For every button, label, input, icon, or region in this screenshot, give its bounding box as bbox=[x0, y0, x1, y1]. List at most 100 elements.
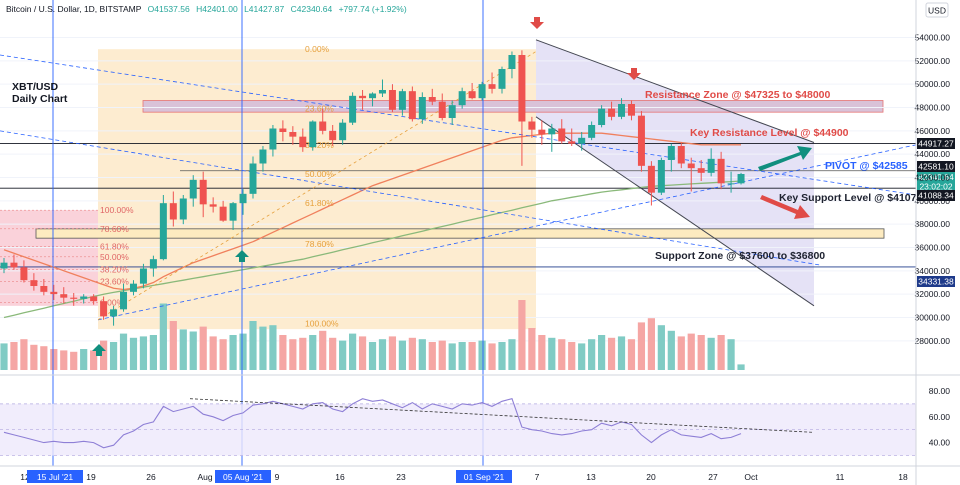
chart-label-line2: Daily Chart bbox=[12, 93, 68, 105]
up-arrow-icon bbox=[92, 344, 106, 356]
candle-body bbox=[229, 203, 237, 221]
candle-body bbox=[568, 141, 576, 144]
candle-body bbox=[349, 95, 357, 123]
candle-body bbox=[249, 163, 257, 194]
volume-bar bbox=[408, 337, 416, 370]
down-arrow-icon bbox=[530, 17, 544, 29]
candle-body bbox=[20, 267, 28, 281]
fib-right-label: 78.60% bbox=[305, 239, 334, 249]
volume-bar bbox=[518, 300, 526, 370]
y-tick-label: 40000.00 bbox=[915, 196, 951, 206]
change-value: +797.74 (+1.92%) bbox=[339, 4, 407, 14]
candle-countdown: 23:02:02 bbox=[919, 182, 952, 192]
volume-bar bbox=[309, 335, 317, 370]
candle-body bbox=[448, 105, 456, 118]
x-tick-label: 11 bbox=[836, 472, 845, 482]
svg-text:34331.38: 34331.38 bbox=[918, 277, 954, 287]
candle-body bbox=[10, 262, 18, 268]
y-tick-label: 54000.00 bbox=[915, 33, 951, 43]
volume-bar bbox=[100, 340, 108, 370]
candle-body bbox=[70, 297, 78, 299]
candle-body bbox=[90, 296, 98, 302]
volume-bar bbox=[80, 349, 88, 370]
volume-bar bbox=[568, 342, 576, 370]
volume-bar bbox=[50, 349, 58, 370]
volume-bar bbox=[239, 333, 247, 370]
fib-left-label: 50.00% bbox=[100, 252, 129, 262]
candle-body bbox=[299, 136, 307, 148]
volume-bar bbox=[548, 337, 556, 370]
candle-body bbox=[458, 91, 466, 106]
price-tag-34331: 34331.38 bbox=[917, 276, 955, 287]
candlestick-series[interactable] bbox=[0, 50, 745, 326]
support-zone-label: Support Zone @ $37600 to $36800 bbox=[655, 250, 825, 262]
fib-right-label: 100.00% bbox=[305, 318, 339, 328]
svg-text:Bitcoin / U.S. Dollar, 1D, BIT: Bitcoin / U.S. Dollar, 1D, BITSTAMP O415… bbox=[6, 4, 407, 14]
descending-channel bbox=[536, 39, 814, 306]
volume-bar bbox=[119, 333, 128, 370]
volume-bar bbox=[10, 342, 18, 370]
candle-body bbox=[717, 158, 725, 184]
volume-bar bbox=[737, 364, 745, 370]
volume-bar bbox=[378, 339, 387, 370]
candle-body bbox=[359, 95, 367, 99]
volume-bar bbox=[40, 346, 48, 370]
candle-body bbox=[578, 137, 586, 144]
volume-bar bbox=[598, 335, 606, 370]
resistance-zone-box bbox=[142, 100, 884, 113]
candle-body bbox=[60, 294, 68, 298]
volume-bar bbox=[0, 343, 8, 370]
candle-body bbox=[259, 149, 267, 164]
x-tick-label: 7 bbox=[535, 472, 540, 482]
candle-body bbox=[657, 160, 665, 193]
volume-bar bbox=[717, 335, 725, 370]
volume-bar bbox=[129, 337, 138, 370]
volume-bar bbox=[657, 325, 665, 370]
volume-bar bbox=[159, 303, 167, 370]
volume-bar bbox=[169, 321, 177, 370]
x-tick-highlight bbox=[27, 470, 83, 483]
volume-bar bbox=[90, 350, 98, 370]
y-tick-label: 42000.00 bbox=[915, 173, 951, 183]
chart-label-line1: XBT/USD bbox=[12, 81, 59, 93]
candle-body bbox=[428, 97, 436, 102]
fib-left-label: 38.20% bbox=[100, 265, 129, 275]
candle-body bbox=[598, 108, 606, 125]
trendline-upper bbox=[0, 54, 917, 196]
candle-body bbox=[548, 128, 556, 135]
fib-left-label: 23.60% bbox=[100, 276, 129, 286]
candle-body bbox=[677, 146, 685, 164]
y-tick-label: 44000.00 bbox=[915, 149, 951, 159]
candle-body bbox=[608, 108, 616, 117]
volume-bar bbox=[388, 336, 397, 370]
volume-bar bbox=[139, 336, 148, 370]
currency-label: USD bbox=[928, 6, 946, 16]
candle-body bbox=[737, 174, 745, 184]
symbol-title: Bitcoin / U.S. Dollar, 1D, BITSTAMP bbox=[6, 4, 142, 14]
volume-bar bbox=[189, 331, 197, 370]
low-value: L41427.87 bbox=[244, 4, 284, 14]
y-tick-label: 38000.00 bbox=[915, 219, 951, 229]
x-tick-label: Aug bbox=[197, 472, 212, 482]
svg-text:42340.64: 42340.64 bbox=[918, 172, 954, 182]
volume-bar bbox=[617, 336, 626, 370]
candle-body bbox=[627, 104, 635, 116]
candle-body bbox=[478, 84, 486, 99]
rsi-tick-label: 60.00 bbox=[929, 412, 951, 422]
candle-body bbox=[189, 179, 197, 199]
volume-bar bbox=[558, 339, 566, 370]
volume-bar bbox=[538, 335, 546, 370]
candle-body bbox=[667, 146, 675, 160]
candle-body bbox=[120, 291, 128, 310]
candle-body bbox=[468, 91, 476, 99]
currency-box[interactable] bbox=[925, 2, 949, 18]
volume-bar bbox=[339, 340, 347, 370]
svg-text:41088.34: 41088.34 bbox=[918, 191, 954, 201]
fib-left-label: 78.60% bbox=[100, 224, 129, 234]
volume-bar bbox=[30, 344, 38, 370]
candle-body bbox=[558, 128, 566, 142]
rsi-tick-label: 80.00 bbox=[929, 386, 951, 396]
candle-body bbox=[319, 121, 327, 131]
